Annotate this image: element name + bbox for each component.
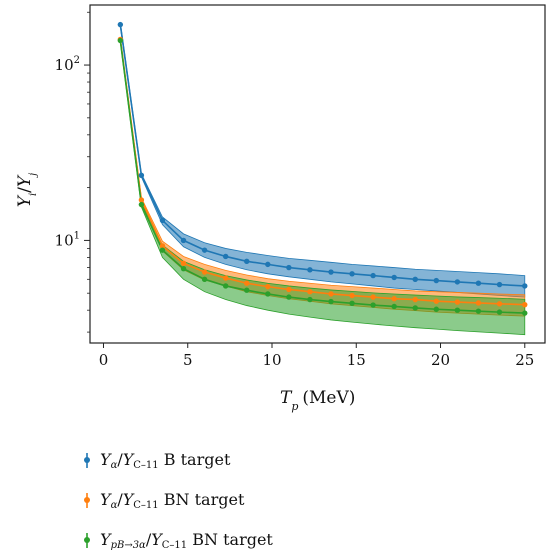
point-bn_target	[159, 243, 166, 249]
point-bn_3alpha	[201, 276, 208, 283]
point-b_target	[522, 283, 528, 289]
legend-item-bn-target: Yα/YC–11 BN target	[78, 480, 273, 520]
point-bn_target	[454, 299, 461, 305]
point-b_target	[496, 281, 503, 288]
point-bn_target	[265, 283, 271, 290]
point-bn_target	[522, 301, 528, 308]
point-bn_target	[391, 296, 397, 302]
point-bn_3alpha	[307, 296, 313, 303]
point-bn_3alpha	[286, 294, 292, 300]
point-bn_3alpha	[349, 300, 355, 306]
plot-frame	[89, 4, 546, 344]
legend-dot	[84, 457, 90, 463]
point-b_target	[475, 280, 482, 286]
point-b_target	[391, 274, 397, 281]
point-bn_3alpha	[433, 306, 440, 312]
legend-item-b-target: Yα/YC–11 B target	[78, 440, 273, 480]
point-bn_target	[180, 260, 187, 267]
point-bn_target	[370, 294, 376, 300]
y-axis-ticks: 101 102	[55, 11, 90, 333]
legend-dot	[84, 497, 90, 503]
point-bn_target	[328, 291, 334, 297]
point-b_target	[201, 247, 208, 253]
point-bn_target	[244, 280, 250, 286]
x-tick-label: 0	[99, 351, 109, 369]
point-bn_3alpha	[328, 298, 334, 305]
point-b_target	[159, 217, 166, 224]
legend-dot	[84, 537, 90, 543]
point-b_target	[138, 172, 145, 179]
legend-label-bn-target: Yα/YC–11 BN target	[100, 489, 245, 511]
point-bn_target	[496, 301, 503, 307]
point-b_target	[222, 253, 229, 260]
point-b_target	[265, 261, 271, 268]
legend-marker-icon	[84, 493, 90, 508]
point-b_target	[454, 279, 461, 285]
legend-item-bn-3alpha: YpB→3α/YC–11 BN target	[78, 520, 273, 560]
uncertainty-bands	[119, 22, 526, 336]
y-tick-label: 101	[55, 230, 80, 249]
point-bn_3alpha	[222, 283, 229, 289]
series-points	[117, 21, 528, 316]
point-bn_target	[412, 296, 418, 303]
line-bn_3alpha	[119, 40, 525, 314]
point-b_target	[117, 21, 124, 28]
point-b_target	[349, 271, 355, 277]
y-tick-label: 102	[55, 55, 80, 74]
band-bn_3alpha	[119, 38, 526, 336]
point-bn_3alpha	[138, 201, 145, 208]
point-bn_target	[433, 298, 440, 304]
point-b_target	[307, 267, 313, 273]
legend-label-bn-3alpha: YpB→3α/YC–11 BN target	[100, 529, 273, 551]
point-bn_target	[475, 300, 482, 306]
point-bn_3alpha	[454, 307, 461, 313]
point-b_target	[433, 277, 440, 284]
x-tick-label: 10	[262, 351, 281, 369]
x-tick-label: 20	[431, 351, 450, 369]
point-bn_target	[349, 292, 355, 299]
point-bn_target	[286, 286, 292, 293]
point-b_target	[244, 258, 250, 265]
legend-label-b-target: Yα/YC–11 B target	[100, 449, 231, 471]
x-axis-ticks: 0 5 10 15 20 25	[99, 343, 534, 369]
series-lines	[119, 24, 525, 314]
point-bn_3alpha	[370, 302, 376, 308]
legend-marker-icon	[84, 453, 90, 468]
point-bn_3alpha	[244, 287, 250, 293]
point-b_target	[286, 264, 292, 271]
point-bn_3alpha	[265, 291, 271, 297]
point-bn_target	[307, 288, 313, 295]
point-b_target	[412, 276, 418, 283]
point-bn_3alpha	[496, 309, 503, 315]
point-bn_3alpha	[180, 265, 187, 272]
legend-marker-icon	[84, 533, 90, 548]
point-bn_3alpha	[475, 308, 482, 314]
point-b_target	[328, 269, 334, 275]
x-tick-label: 25	[515, 351, 534, 369]
point-bn_3alpha	[412, 305, 418, 311]
legend: Yα/YC–11 B target Yα/YC–11 BN target YpB…	[78, 440, 273, 560]
x-tick-label: 15	[347, 351, 366, 369]
point-bn_target	[138, 197, 145, 203]
point-bn_3alpha	[117, 37, 124, 44]
y-axis-title: Yi/Yj	[15, 173, 39, 208]
x-axis-title: Tp (MeV)	[280, 388, 355, 413]
point-bn_3alpha	[391, 303, 397, 310]
point-bn_target	[201, 269, 208, 275]
point-bn_3alpha	[522, 310, 528, 316]
point-b_target	[370, 272, 376, 279]
x-tick-label: 5	[183, 351, 193, 369]
line-bn_target	[119, 39, 525, 306]
point-b_target	[180, 237, 187, 244]
point-bn_3alpha	[159, 247, 166, 253]
point-bn_target	[222, 275, 229, 281]
line-b_target	[119, 24, 525, 287]
chart-area: 0 5 10 15 20 25 101 102 Tp (MeV) Yi/Yj	[15, 4, 546, 413]
